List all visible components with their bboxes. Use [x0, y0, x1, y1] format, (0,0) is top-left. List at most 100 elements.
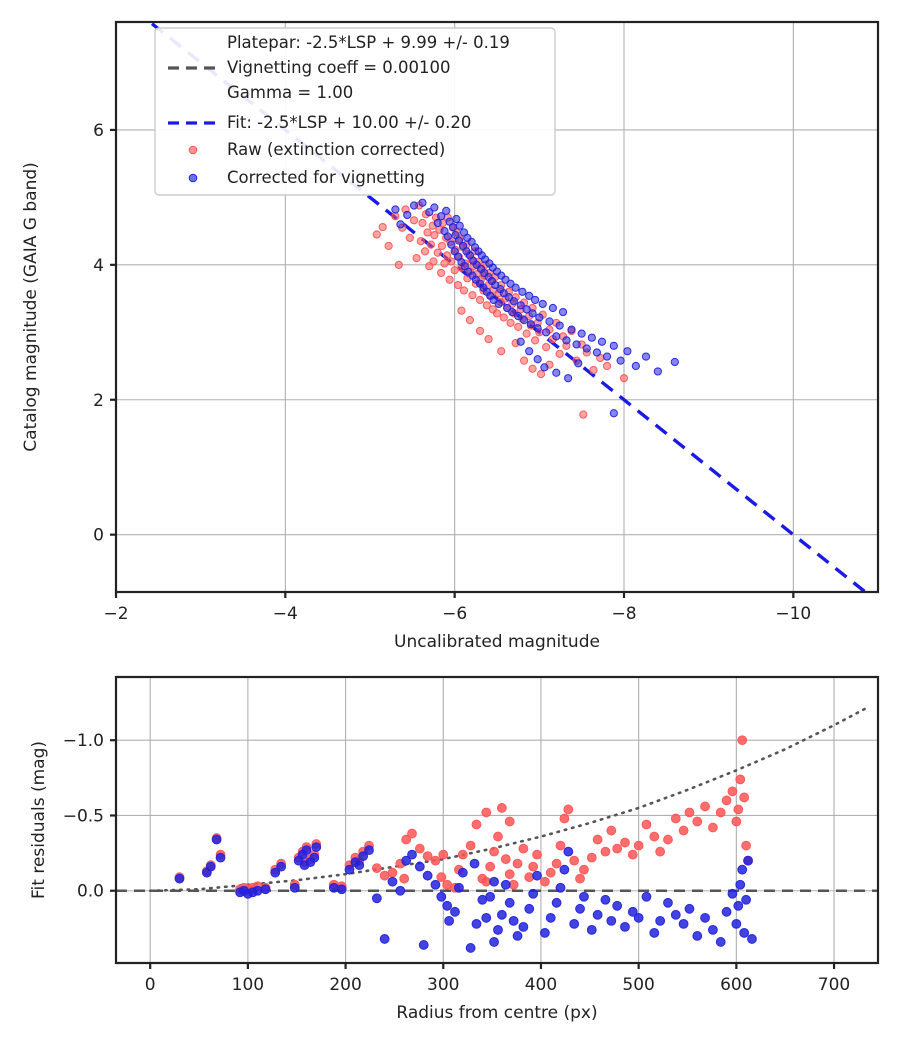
- data-point: [430, 231, 439, 240]
- data-point: [455, 221, 464, 230]
- data-point: [489, 876, 499, 887]
- data-point: [522, 329, 531, 338]
- data-point: [721, 795, 732, 806]
- data-point: [387, 867, 398, 878]
- data-point: [484, 334, 493, 344]
- y-tick-label: 0: [93, 526, 104, 546]
- data-point: [436, 891, 447, 902]
- data-point: [555, 882, 566, 893]
- data-point: [465, 840, 476, 851]
- data-point: [508, 307, 517, 317]
- y-tick-label: 2: [93, 391, 104, 411]
- data-point: [609, 409, 618, 418]
- data-point: [354, 860, 365, 871]
- data-point: [612, 843, 623, 854]
- data-point: [620, 837, 630, 848]
- data-point: [336, 884, 347, 895]
- data-point: [542, 343, 551, 352]
- data-point: [364, 845, 374, 856]
- data-point: [442, 206, 451, 215]
- data-point: [627, 849, 638, 860]
- x-axis-label: Uncalibrated magnitude: [394, 632, 600, 652]
- series-corrected: [174, 834, 757, 953]
- data-point: [407, 828, 417, 839]
- data-point: [454, 882, 464, 893]
- axes-frame: [114, 675, 880, 965]
- data-point: [379, 934, 390, 944]
- data-point: [496, 909, 507, 920]
- data-point: [731, 816, 742, 827]
- data-point: [504, 897, 515, 908]
- data-point: [518, 843, 529, 854]
- data-point: [519, 316, 529, 325]
- y-tick-label: 6: [93, 121, 104, 141]
- data-point: [494, 299, 503, 309]
- x-tick-label: 0: [145, 975, 156, 995]
- data-point: [301, 845, 312, 856]
- data-point: [454, 236, 463, 245]
- data-point: [563, 804, 574, 815]
- legend: Platepar: -2.5*LSP + 9.99 +/- 0.19 Vignet…: [154, 27, 556, 196]
- data-point: [737, 864, 748, 875]
- data-point: [545, 912, 556, 923]
- data-point: [289, 882, 300, 893]
- data-point: [670, 909, 681, 920]
- data-point: [551, 858, 562, 869]
- data-point: [440, 259, 449, 268]
- data-point: [708, 924, 718, 935]
- legend-entry-label: Vignetting coeff = 0.00100: [227, 58, 451, 77]
- legend-raw-marker: [188, 145, 198, 155]
- data-point: [500, 854, 511, 865]
- data-point: [533, 324, 542, 333]
- data-point: [394, 260, 403, 269]
- data-point: [606, 915, 617, 926]
- data-point: [579, 891, 589, 902]
- data-point: [481, 807, 492, 818]
- data-point: [641, 352, 651, 361]
- data-point: [579, 864, 589, 875]
- data-point: [437, 212, 446, 221]
- data-point: [414, 861, 425, 872]
- data-point: [735, 879, 746, 890]
- data-point: [602, 361, 612, 371]
- data-point: [433, 218, 442, 228]
- data-point: [309, 852, 320, 863]
- data-point: [516, 337, 525, 346]
- data-point: [592, 348, 602, 357]
- data-point: [663, 834, 673, 845]
- data-point: [215, 852, 226, 863]
- data-point: [569, 855, 580, 866]
- data-point: [418, 940, 429, 950]
- data-point: [524, 872, 535, 883]
- data-point: [418, 198, 427, 207]
- data-point: [425, 208, 434, 217]
- data-point: [572, 340, 581, 349]
- data-point: [174, 873, 185, 884]
- x-tick-label: 400: [525, 975, 557, 995]
- data-point: [545, 867, 556, 878]
- data-point: [525, 291, 534, 300]
- x-tick-label: 200: [329, 975, 361, 995]
- data-point: [489, 937, 499, 947]
- data-point: [399, 873, 410, 884]
- data-point: [623, 347, 632, 356]
- data-point: [684, 903, 695, 914]
- data-point: [437, 241, 447, 251]
- data-point: [558, 307, 568, 317]
- data-point: [600, 894, 611, 905]
- data-point: [512, 931, 523, 941]
- data-layer: [116, 705, 878, 953]
- data-point: [438, 849, 449, 860]
- data-point: [577, 329, 586, 338]
- data-point: [737, 735, 748, 746]
- data-point: [620, 921, 630, 932]
- data-point: [538, 299, 547, 309]
- data-point: [579, 410, 588, 419]
- data-point: [450, 266, 459, 275]
- data-point: [205, 861, 216, 872]
- data-point: [260, 884, 271, 895]
- data-point: [563, 846, 574, 857]
- data-point: [582, 344, 591, 353]
- data-point: [741, 894, 752, 905]
- y-axis-label: Fit residuals (mag): [29, 741, 49, 899]
